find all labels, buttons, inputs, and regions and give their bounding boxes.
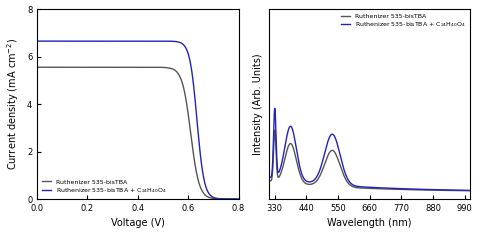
Legend: Ruthenizer 535-bisTBA, Ruthenizer 535-bisTBA + C$_{24}$H$_{40}$O$_4$: Ruthenizer 535-bisTBA, Ruthenizer 535-bi… [340,12,468,30]
Y-axis label: Current density (mA cm$^{-2}$): Current density (mA cm$^{-2}$) [6,38,22,170]
X-axis label: Wavelength (nm): Wavelength (nm) [328,219,412,228]
X-axis label: Voltage (V): Voltage (V) [111,219,165,228]
Y-axis label: Intensity (Arb. Units): Intensity (Arb. Units) [253,53,263,155]
Legend: Ruthenizer 535-bisTBA, Ruthenizer 535-bisTBA + C$_{24}$H$_{40}$O$_4$: Ruthenizer 535-bisTBA, Ruthenizer 535-bi… [40,178,168,196]
